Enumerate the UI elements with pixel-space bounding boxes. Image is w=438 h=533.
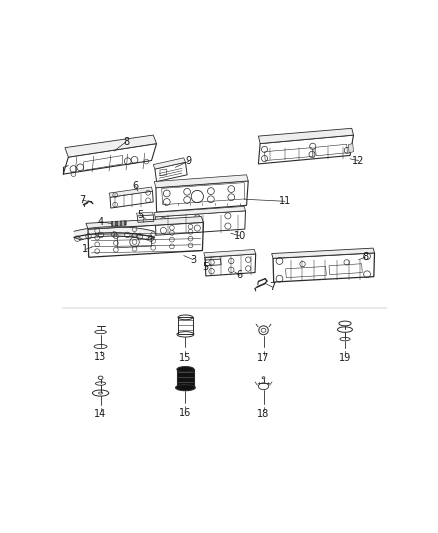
Polygon shape <box>348 143 353 153</box>
Polygon shape <box>109 187 152 197</box>
Polygon shape <box>65 135 156 157</box>
Polygon shape <box>112 221 126 225</box>
Text: 5: 5 <box>202 262 208 272</box>
Text: 8: 8 <box>362 252 368 262</box>
Polygon shape <box>204 249 256 257</box>
Text: 17: 17 <box>257 353 270 363</box>
Polygon shape <box>272 248 374 259</box>
Text: 15: 15 <box>179 353 192 363</box>
Text: 7: 7 <box>269 282 276 292</box>
Text: 6: 6 <box>132 181 138 191</box>
Polygon shape <box>154 206 246 217</box>
Polygon shape <box>153 158 185 169</box>
Ellipse shape <box>176 385 195 391</box>
Polygon shape <box>177 369 194 386</box>
Text: 11: 11 <box>279 196 291 206</box>
Text: 6: 6 <box>237 270 243 280</box>
Text: 16: 16 <box>179 408 191 418</box>
Polygon shape <box>205 256 220 260</box>
Text: 18: 18 <box>258 409 270 419</box>
Ellipse shape <box>177 367 194 372</box>
Text: 5: 5 <box>137 210 143 220</box>
Polygon shape <box>258 128 353 143</box>
Text: 7: 7 <box>79 195 86 205</box>
Text: 4: 4 <box>98 216 104 227</box>
Text: 19: 19 <box>339 353 351 363</box>
Text: 13: 13 <box>95 352 107 362</box>
Text: 8: 8 <box>123 137 129 147</box>
Polygon shape <box>154 175 248 188</box>
Text: 10: 10 <box>233 231 246 241</box>
Text: 12: 12 <box>352 156 365 166</box>
Text: 14: 14 <box>95 409 107 419</box>
Polygon shape <box>86 216 203 229</box>
Polygon shape <box>137 212 153 216</box>
Text: 3: 3 <box>190 255 196 265</box>
Text: 9: 9 <box>186 156 192 166</box>
Text: 1: 1 <box>82 245 88 254</box>
